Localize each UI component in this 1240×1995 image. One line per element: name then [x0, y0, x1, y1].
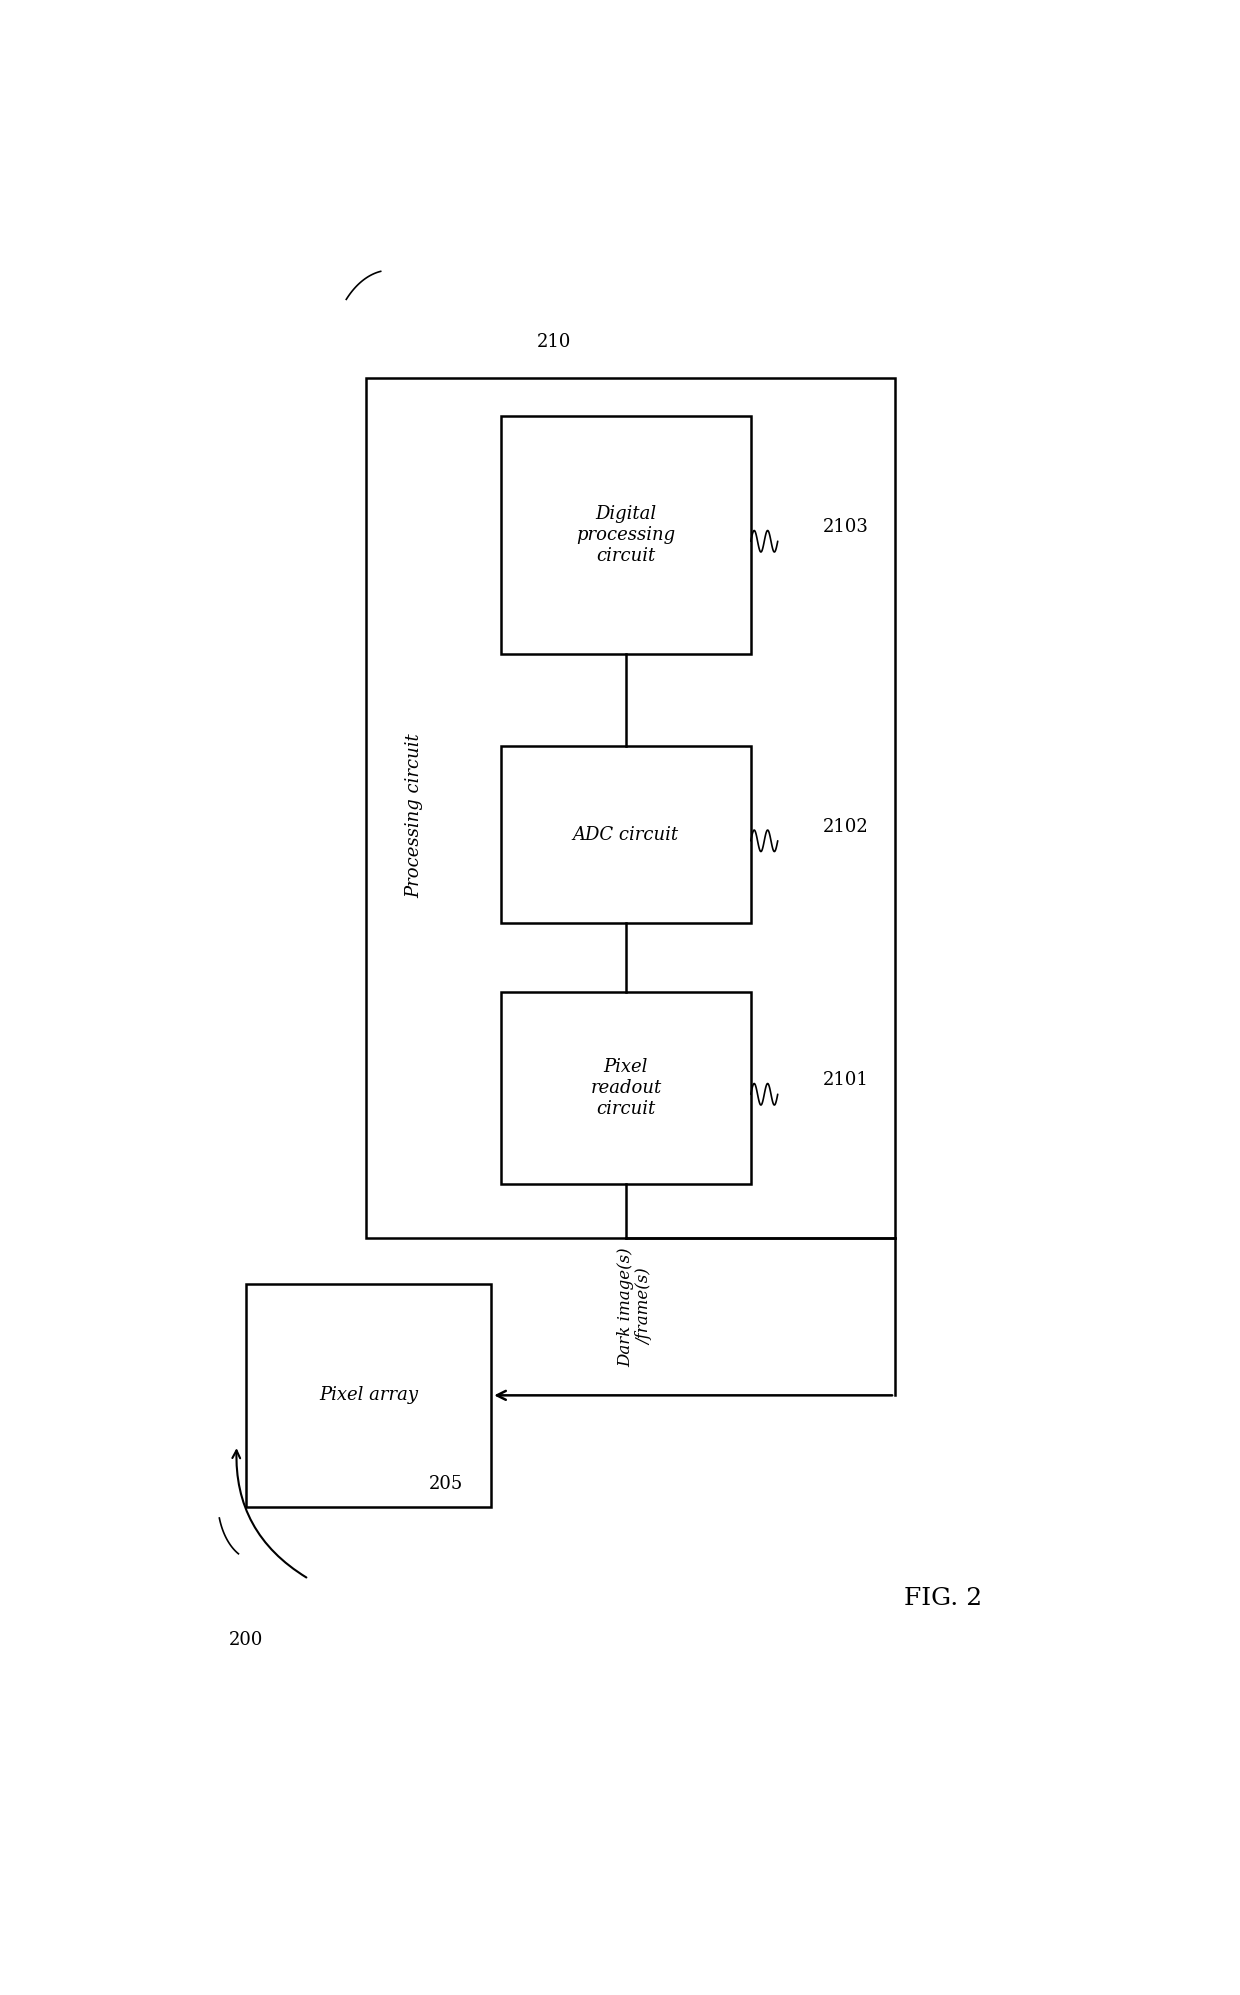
- Text: 2103: 2103: [823, 519, 869, 537]
- Text: Pixel array: Pixel array: [320, 1387, 418, 1404]
- Bar: [501, 992, 750, 1185]
- Text: 210: 210: [537, 333, 570, 351]
- Text: FIG. 2: FIG. 2: [904, 1588, 982, 1610]
- Text: Dark image(s)
/frame(s): Dark image(s) /frame(s): [618, 1247, 653, 1367]
- Text: ADC circuit: ADC circuit: [573, 826, 680, 844]
- Bar: [501, 417, 750, 654]
- Bar: [367, 377, 895, 1237]
- Text: 2101: 2101: [823, 1071, 869, 1089]
- Text: 2102: 2102: [823, 818, 869, 836]
- Text: Processing circuit: Processing circuit: [405, 732, 424, 898]
- Bar: [247, 1285, 491, 1506]
- Text: Pixel
readout
circuit: Pixel readout circuit: [590, 1057, 661, 1117]
- Text: 200: 200: [229, 1632, 263, 1650]
- Bar: [501, 746, 750, 924]
- Text: 205: 205: [429, 1474, 463, 1492]
- Text: Digital
processing
circuit: Digital processing circuit: [577, 505, 676, 565]
